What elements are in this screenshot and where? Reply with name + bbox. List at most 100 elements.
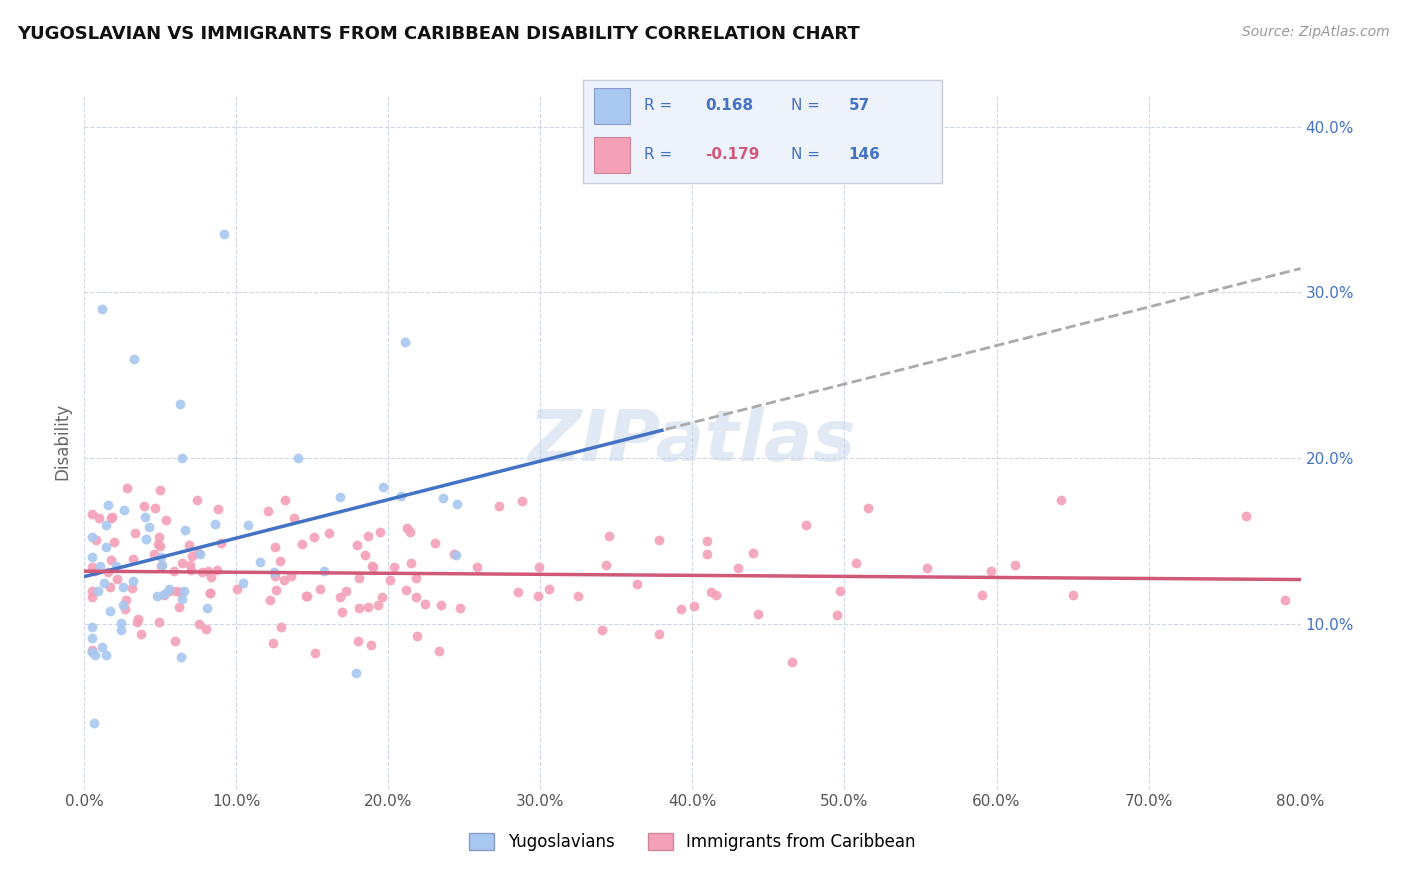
Point bbox=[83, 716, 105, 731]
Point bbox=[198, 586, 221, 600]
Point bbox=[232, 576, 254, 591]
Point bbox=[488, 499, 510, 513]
Point bbox=[304, 646, 326, 660]
Point bbox=[152, 587, 174, 601]
Point bbox=[105, 572, 128, 586]
Point bbox=[200, 570, 222, 584]
Point bbox=[395, 521, 418, 535]
Point bbox=[405, 590, 427, 604]
Point bbox=[197, 564, 219, 578]
Point bbox=[432, 491, 454, 506]
Point bbox=[170, 649, 193, 664]
Point bbox=[138, 520, 160, 534]
Point bbox=[308, 582, 330, 596]
Point bbox=[187, 616, 209, 631]
Point bbox=[179, 558, 201, 572]
Point bbox=[302, 530, 325, 544]
Point bbox=[87, 510, 110, 524]
Point bbox=[263, 565, 285, 579]
Point bbox=[169, 599, 191, 614]
Point bbox=[347, 571, 370, 585]
Point bbox=[111, 598, 134, 612]
Point bbox=[148, 531, 170, 545]
Point bbox=[98, 603, 121, 617]
Point bbox=[135, 532, 157, 546]
Point bbox=[114, 592, 136, 607]
Point bbox=[405, 571, 427, 585]
Point bbox=[972, 588, 994, 602]
Point bbox=[170, 591, 193, 606]
Point bbox=[329, 490, 352, 504]
Point bbox=[148, 615, 170, 629]
Point bbox=[91, 640, 114, 655]
Point bbox=[506, 585, 529, 599]
Bar bbox=[595, 136, 630, 173]
Point bbox=[264, 540, 287, 554]
Point bbox=[80, 590, 103, 604]
Point bbox=[207, 562, 229, 576]
Point bbox=[191, 565, 214, 579]
Point bbox=[328, 591, 350, 605]
Point bbox=[163, 634, 186, 648]
Point bbox=[696, 533, 718, 548]
Point bbox=[671, 602, 693, 616]
Point bbox=[80, 620, 103, 634]
Point bbox=[357, 529, 380, 543]
Point bbox=[157, 583, 180, 598]
Point bbox=[97, 565, 120, 579]
Point bbox=[121, 581, 143, 595]
Point bbox=[368, 525, 391, 540]
Point bbox=[91, 301, 114, 316]
Point bbox=[626, 576, 648, 591]
Point bbox=[647, 533, 669, 548]
Point bbox=[125, 615, 148, 629]
Point bbox=[214, 227, 236, 242]
Point bbox=[360, 639, 382, 653]
Point bbox=[780, 655, 803, 669]
Point bbox=[598, 529, 620, 543]
Point bbox=[80, 631, 103, 645]
Point bbox=[94, 540, 117, 554]
Point bbox=[149, 559, 172, 574]
Point bbox=[394, 335, 416, 350]
Point bbox=[512, 493, 534, 508]
Text: 146: 146 bbox=[849, 146, 880, 161]
Point bbox=[747, 607, 769, 622]
Point bbox=[273, 492, 295, 507]
Point bbox=[794, 518, 817, 533]
Point bbox=[121, 552, 143, 566]
Point bbox=[330, 605, 353, 619]
Point bbox=[360, 558, 382, 573]
Point bbox=[291, 537, 314, 551]
Point bbox=[169, 397, 191, 411]
Point bbox=[259, 593, 281, 607]
Point bbox=[143, 501, 166, 516]
Point bbox=[915, 561, 938, 575]
Point bbox=[226, 582, 249, 596]
Point bbox=[97, 499, 120, 513]
Point bbox=[449, 601, 471, 615]
Point bbox=[312, 564, 335, 578]
Text: -0.179: -0.179 bbox=[706, 146, 759, 161]
Point bbox=[357, 599, 380, 614]
Point bbox=[236, 518, 259, 533]
Point bbox=[114, 602, 136, 616]
Point bbox=[204, 516, 226, 531]
Point bbox=[378, 573, 401, 587]
Point bbox=[395, 582, 418, 597]
Point bbox=[83, 565, 105, 579]
Point bbox=[727, 561, 749, 575]
Point bbox=[287, 451, 309, 466]
Point bbox=[80, 530, 103, 544]
Point bbox=[149, 539, 172, 553]
Point bbox=[134, 510, 156, 524]
Point bbox=[465, 559, 488, 574]
Point bbox=[371, 479, 394, 493]
Point bbox=[845, 556, 868, 570]
Point bbox=[682, 599, 704, 614]
Point bbox=[270, 620, 292, 634]
Point bbox=[112, 503, 135, 517]
Point bbox=[94, 518, 117, 533]
Point bbox=[198, 586, 221, 600]
Point bbox=[149, 483, 172, 497]
